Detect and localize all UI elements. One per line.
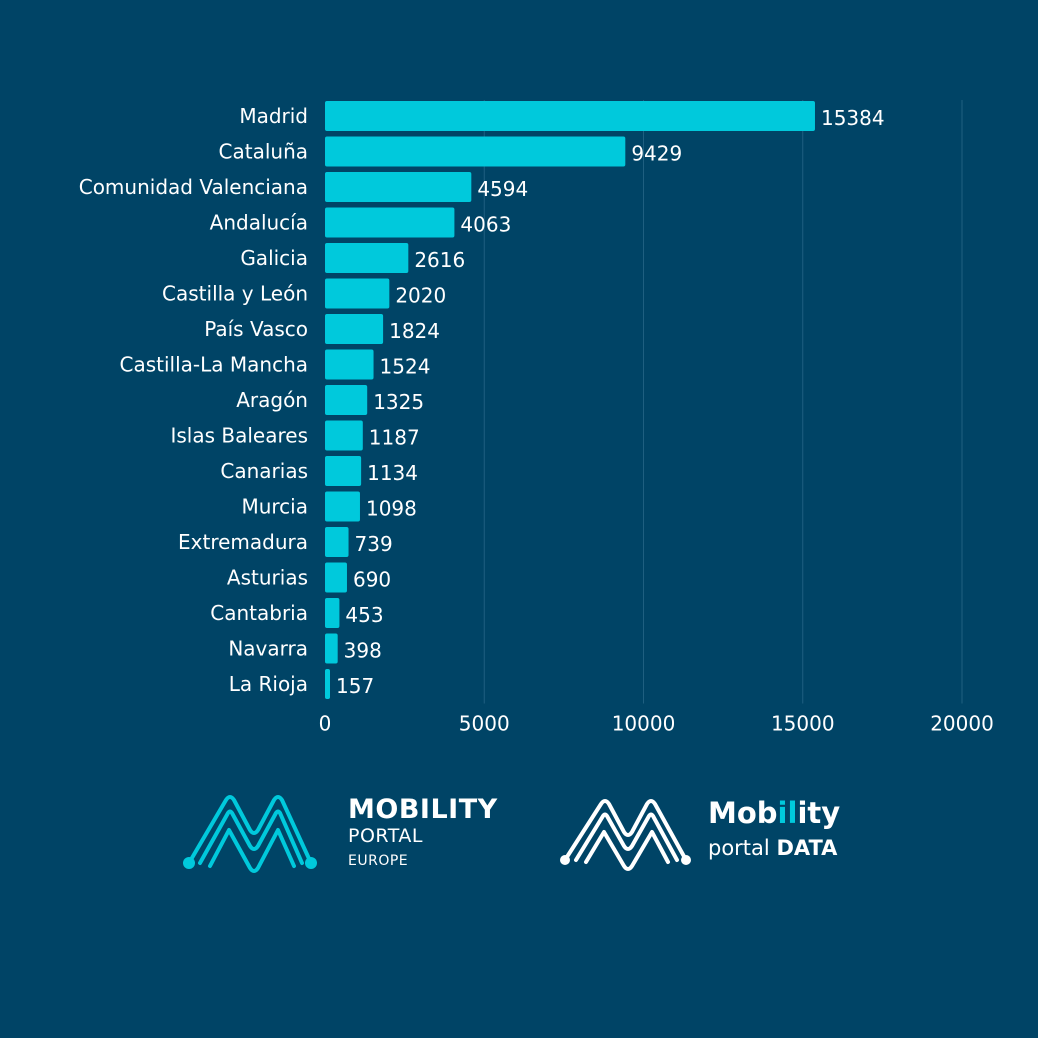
bar [325, 278, 390, 309]
bar [325, 491, 360, 522]
category-label: Andalucía [210, 211, 308, 235]
category-label: Galicia [240, 246, 308, 270]
logo-data-wordmark: Mobility [708, 796, 840, 830]
category-label: Madrid [239, 104, 308, 128]
bar [325, 385, 368, 415]
logo-data-line2: portal DATA [708, 836, 837, 860]
x-tick-label: 15000 [771, 712, 835, 736]
category-label: Navarra [228, 637, 308, 661]
bar-chart: Madrid 15384 Cataluña 9429 Comunidad Valenci… [79, 100, 994, 736]
category-label: Castilla y León [162, 282, 308, 306]
logo-data-data: DATA [776, 836, 838, 860]
category-label: Aragón [236, 388, 308, 412]
value-label: 453 [345, 603, 383, 627]
bar [325, 598, 340, 628]
mobility-portal-europe-logo-icon [187, 795, 313, 873]
mobility-portal-data-logo-icon [563, 799, 688, 871]
value-label: 1325 [373, 390, 424, 414]
value-label: 2020 [395, 284, 446, 308]
value-label: 15384 [821, 106, 885, 130]
value-label: 4063 [460, 213, 511, 237]
x-tick-label: 10000 [612, 712, 676, 736]
category-label: Islas Baleares [170, 424, 308, 448]
category-label: Asturias [227, 566, 308, 590]
category-label: Cataluña [219, 140, 308, 164]
value-label: 4594 [477, 177, 528, 201]
logo-europe-line1: MOBILITY [348, 794, 498, 825]
value-label: 1098 [366, 497, 417, 521]
logo-europe-line2: PORTAL [348, 825, 423, 847]
bar [325, 669, 331, 699]
category-label: Comunidad Valenciana [79, 175, 308, 199]
logo-europe-line3: EUROPE [348, 853, 409, 869]
bar [325, 349, 374, 380]
logo-dot-icon [305, 857, 317, 869]
logo-data-portal: portal [708, 836, 770, 860]
bar [325, 456, 362, 486]
logo-marks [183, 795, 691, 873]
bar [325, 633, 338, 664]
value-label: 157 [336, 674, 374, 698]
bar [325, 562, 347, 593]
value-label: 1524 [380, 355, 431, 379]
category-label: Cantabria [210, 601, 308, 625]
bar [325, 314, 384, 344]
category-label: Extremadura [178, 530, 308, 554]
bar [325, 172, 472, 202]
value-label: 2616 [414, 248, 465, 272]
value-label: 9429 [631, 142, 682, 166]
value-label: 398 [344, 639, 382, 663]
value-label: 1824 [389, 319, 440, 343]
category-label: La Rioja [229, 672, 308, 696]
bar [325, 136, 626, 167]
x-tick-label: 20000 [930, 712, 994, 736]
bar [325, 243, 409, 273]
logo-dot-icon [681, 855, 691, 865]
value-label: 1134 [367, 461, 418, 485]
x-tick-label: 0 [319, 712, 332, 736]
logo-data-word-start: Mob [708, 796, 778, 830]
value-label: 1187 [369, 426, 420, 450]
logo-dot-icon [183, 857, 195, 869]
logo-data-word-end: ity [797, 796, 841, 830]
logo-dot-icon [560, 855, 570, 865]
category-label: Canarias [220, 459, 308, 483]
category-label: Castilla-La Mancha [120, 353, 309, 377]
value-label: 690 [353, 568, 391, 592]
logos-area: MOBILITY PORTAL EUROPE Mobility portal D… [0, 780, 1038, 890]
category-label: País Vasco [204, 317, 308, 341]
bar [325, 420, 363, 451]
logo-data-word-highlight: il [777, 796, 798, 830]
bar [325, 101, 815, 131]
category-label: Murcia [241, 495, 308, 519]
x-tick-label: 5000 [459, 712, 510, 736]
value-label: 739 [355, 532, 393, 556]
bar [325, 207, 455, 238]
bar [325, 527, 349, 557]
